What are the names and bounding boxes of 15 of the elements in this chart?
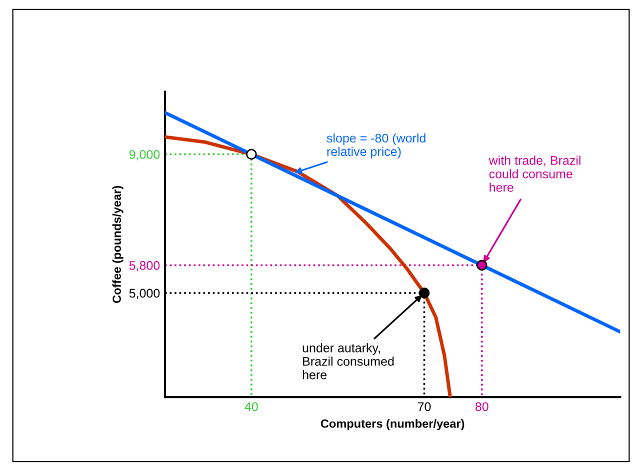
y-tick-label: 9,000 — [129, 150, 160, 160]
annotation: under autarky, Brazil consumed here — [302, 343, 394, 380]
line-series — [164, 135, 452, 398]
annotation: slope = -80 (world relative price) — [326, 133, 426, 158]
y-tick-label: 5,000 — [129, 288, 160, 300]
x-tick-label: 70 — [418, 402, 431, 412]
x-tick-label: 80 — [475, 402, 488, 412]
point — [476, 260, 488, 271]
point — [418, 288, 430, 298]
x-tick-label: 40 — [244, 402, 258, 412]
point — [246, 148, 257, 160]
x-axis-title: Computers (number/year) — [320, 419, 464, 430]
y-axis-title: Coffee (pounds/year) — [112, 186, 124, 303]
y-tick-label: 5,800 — [129, 261, 160, 272]
annotation: with trade, Brazil could consume here — [488, 156, 580, 192]
